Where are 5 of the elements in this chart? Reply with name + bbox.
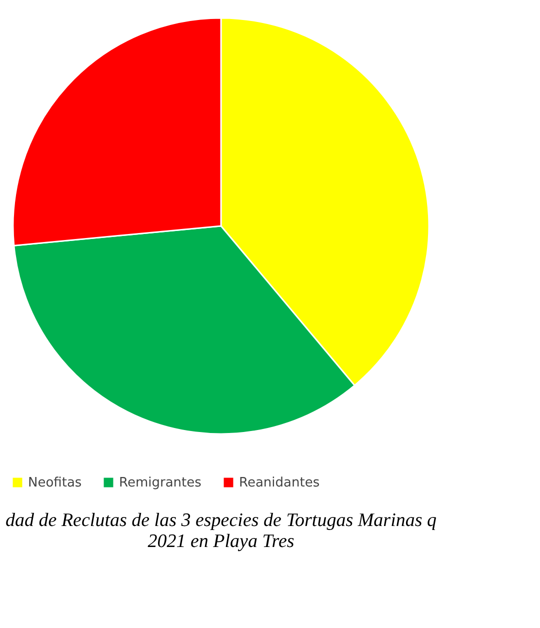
text: dad de Reclutas de las 3 especies de Tortugas Marinas q xyxy=(6,510,437,531)
legend-label: Neofitas xyxy=(28,476,82,491)
text: 2021 en Playa Tres xyxy=(148,531,294,552)
legend-label: Remigrantes xyxy=(119,476,202,491)
legend-label: Reanidantes xyxy=(239,476,320,491)
